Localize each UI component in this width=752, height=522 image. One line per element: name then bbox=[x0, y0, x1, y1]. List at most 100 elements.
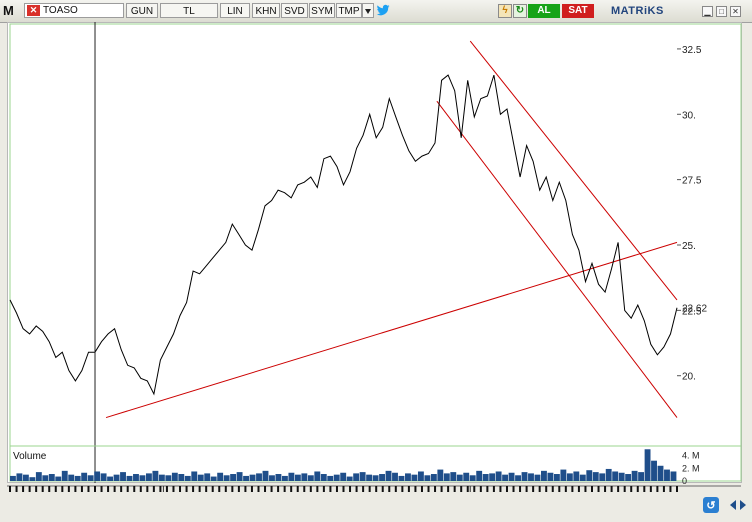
x-axis-tick bbox=[192, 486, 195, 492]
volume-bar bbox=[10, 475, 16, 481]
svg-text:↺: ↺ bbox=[706, 500, 715, 512]
top-toolbar: M ✕ TOASO GUN TL LIN KHN SVD SYM TMP ϟ ↻… bbox=[0, 0, 752, 23]
close-icon[interactable]: ✕ bbox=[730, 6, 741, 17]
volume-bar bbox=[243, 475, 250, 481]
x-axis-tick bbox=[309, 486, 312, 492]
volume-bar bbox=[22, 474, 29, 481]
x-axis-tick bbox=[264, 486, 267, 492]
volume-bar bbox=[249, 474, 256, 481]
volume-bar bbox=[327, 475, 334, 481]
y-tick-label: 32.5 bbox=[682, 45, 702, 56]
x-axis-tick bbox=[610, 486, 613, 492]
x-axis-tick bbox=[538, 486, 541, 492]
last-value-label: 22.62 bbox=[682, 304, 707, 315]
x-axis-tick bbox=[414, 486, 417, 492]
trend-line-0[interactable] bbox=[105, 241, 678, 419]
x-axis-tick bbox=[198, 486, 201, 492]
x-axis-tick bbox=[257, 486, 260, 492]
refresh-icon[interactable]: ↻ bbox=[513, 4, 527, 18]
x-axis-tick bbox=[466, 486, 469, 492]
x-axis-tick bbox=[283, 486, 286, 492]
template-dropdown-button[interactable] bbox=[362, 3, 374, 18]
scroll-left-icon[interactable] bbox=[730, 500, 736, 510]
maximize-icon[interactable]: □ bbox=[716, 6, 727, 17]
period-button[interactable]: GUN bbox=[126, 3, 158, 18]
symbol-input[interactable]: ✕ TOASO bbox=[24, 3, 124, 18]
currency-button[interactable]: TL bbox=[160, 3, 218, 18]
x-axis-tick bbox=[630, 486, 633, 492]
volume-bar bbox=[81, 472, 88, 481]
x-axis-tick bbox=[669, 486, 672, 492]
symbol-flag-icon: ✕ bbox=[27, 5, 40, 16]
matriks-logo[interactable]: M bbox=[3, 3, 14, 18]
x-axis-tick bbox=[322, 486, 325, 492]
volume-bar bbox=[68, 474, 75, 481]
x-axis-tick bbox=[179, 486, 182, 492]
brand-logo: MATRiKS bbox=[611, 5, 664, 17]
trend-line-2[interactable] bbox=[436, 100, 678, 418]
volume-bar bbox=[210, 476, 217, 481]
bottom-bar bbox=[0, 492, 752, 522]
x-axis-tick bbox=[205, 486, 208, 492]
volume-bar bbox=[476, 470, 483, 481]
volume-bar bbox=[605, 468, 612, 481]
y-tick-label: 20. bbox=[682, 372, 696, 383]
x-axis-tick bbox=[296, 486, 299, 492]
x-axis-tick bbox=[571, 486, 574, 492]
x-axis-tick bbox=[525, 486, 528, 492]
symbol-button[interactable]: SYM bbox=[309, 3, 335, 18]
volume-bar bbox=[469, 475, 476, 481]
lightning-icon[interactable]: ϟ bbox=[498, 4, 512, 18]
x-axis-tick bbox=[649, 486, 652, 492]
template-button[interactable]: TMP bbox=[336, 3, 362, 18]
volume-bar bbox=[618, 472, 625, 481]
sync-icon[interactable] bbox=[703, 497, 719, 513]
price-panel-border bbox=[9, 23, 742, 447]
sell-button[interactable]: SAT bbox=[562, 4, 594, 18]
x-axis-tick bbox=[597, 486, 600, 492]
volume-bar bbox=[547, 472, 554, 481]
x-axis-tick bbox=[473, 486, 476, 492]
x-axis-tick bbox=[558, 486, 561, 492]
volume-bar bbox=[346, 476, 353, 481]
x-axis-tick bbox=[133, 486, 136, 492]
x-axis-tick bbox=[590, 486, 593, 492]
volume-bar bbox=[191, 471, 198, 481]
volume-tick-label: 4. M bbox=[682, 451, 700, 461]
x-axis-tick bbox=[499, 486, 502, 492]
x-axis-tick bbox=[349, 486, 352, 492]
x-axis-tick bbox=[407, 486, 410, 492]
svd-button[interactable]: SVD bbox=[281, 3, 308, 18]
volume-bar bbox=[353, 473, 360, 481]
x-axis-tick bbox=[139, 486, 142, 492]
x-axis-tick bbox=[237, 486, 240, 492]
volume-bar bbox=[288, 472, 295, 481]
x-axis-tick bbox=[401, 486, 404, 492]
x-axis-tick bbox=[120, 486, 123, 492]
x-axis-tick bbox=[329, 486, 332, 492]
x-axis-tick bbox=[381, 486, 384, 492]
x-axis-tick bbox=[87, 486, 90, 492]
x-axis-tick bbox=[277, 486, 280, 492]
minimize-icon[interactable]: ▁ bbox=[702, 6, 713, 17]
linear-scale-button[interactable]: LIN bbox=[220, 3, 250, 18]
buy-button[interactable]: AL bbox=[528, 4, 560, 18]
volume-bar bbox=[301, 473, 308, 481]
volume-bar bbox=[670, 471, 677, 481]
volume-bar bbox=[87, 475, 94, 481]
twitter-icon[interactable] bbox=[376, 3, 391, 18]
chart-style-button[interactable]: KHN bbox=[252, 3, 280, 18]
trend-line-1[interactable] bbox=[469, 40, 678, 301]
x-axis-tick bbox=[290, 486, 293, 492]
x-axis-tick bbox=[342, 486, 345, 492]
x-axis-tick bbox=[35, 486, 38, 492]
scroll-right-icon[interactable] bbox=[740, 500, 746, 510]
volume-bar bbox=[521, 472, 528, 481]
volume-bar bbox=[417, 471, 424, 481]
volume-bar bbox=[314, 471, 321, 481]
x-axis-tick bbox=[532, 486, 535, 492]
x-axis-tick bbox=[512, 486, 515, 492]
x-axis-tick bbox=[335, 486, 338, 492]
volume-bar bbox=[625, 474, 632, 481]
